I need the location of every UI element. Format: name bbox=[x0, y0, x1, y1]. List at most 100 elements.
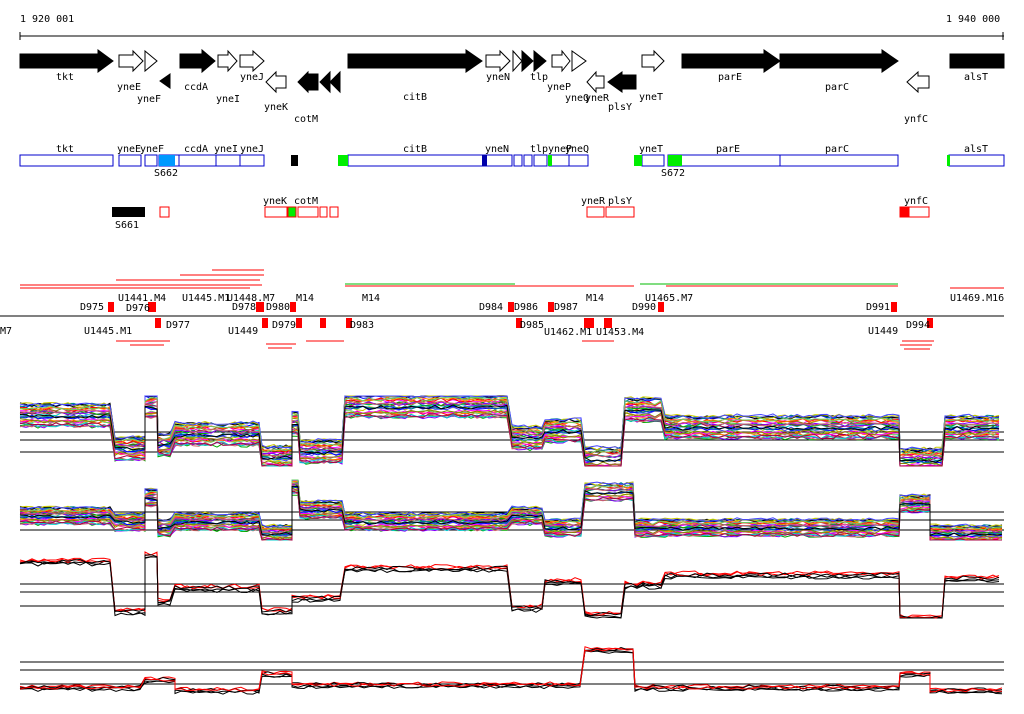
svg-text:U1445.M1: U1445.M1 bbox=[84, 326, 132, 337]
rev-box-yneK[interactable] bbox=[264, 206, 288, 218]
svg-text:yneJ: yneJ bbox=[240, 144, 264, 155]
gene-arrow-tkt[interactable] bbox=[19, 49, 114, 73]
expression-profile-line bbox=[19, 490, 1002, 541]
box-tlp-b[interactable] bbox=[523, 154, 533, 167]
svg-text:U1469.M16: U1469.M16 bbox=[950, 293, 1004, 304]
svg-text:U1445.M1: U1445.M1 bbox=[182, 293, 230, 304]
gene-arrow-citB[interactable] bbox=[347, 49, 483, 73]
svg-text:citB: citB bbox=[403, 144, 427, 155]
svg-text:parE: parE bbox=[716, 144, 740, 155]
gene-arrow-parE[interactable] bbox=[681, 49, 781, 73]
label-yneJ: yneJ bbox=[240, 72, 264, 83]
gene-arrow-parC[interactable] bbox=[779, 49, 899, 73]
svg-text:D986: D986 bbox=[514, 302, 538, 313]
expression-profile-line bbox=[19, 400, 1000, 460]
rev-box-yneR[interactable] bbox=[586, 206, 605, 218]
label-ccdA: ccdA bbox=[184, 82, 208, 93]
box-tlp-c[interactable] bbox=[533, 154, 548, 167]
annotation-box-labels: tkt yneE yneF ccdA yneI yneJ citB yneN t… bbox=[56, 144, 988, 179]
box-yneF-a[interactable] bbox=[144, 154, 158, 167]
rev-box-cotM-b[interactable] bbox=[297, 206, 319, 218]
rev-box-yneF[interactable] bbox=[159, 206, 170, 218]
box-yneI[interactable] bbox=[215, 154, 241, 167]
box-alsT[interactable] bbox=[948, 154, 1005, 167]
gene-arrow-yneE[interactable] bbox=[118, 49, 144, 73]
box-yneE[interactable] bbox=[118, 154, 142, 167]
rev-box-cotM-c[interactable] bbox=[319, 206, 328, 218]
gene-arrow-yneE2[interactable] bbox=[144, 49, 158, 73]
svg-text:D991: D991 bbox=[866, 302, 890, 313]
gene-arrow-cotM1[interactable] bbox=[297, 70, 319, 94]
box-citB[interactable] bbox=[347, 154, 513, 167]
gene-arrow-yneP[interactable] bbox=[551, 49, 571, 73]
box-yneT[interactable] bbox=[641, 154, 665, 167]
svg-text:ynfC: ynfC bbox=[904, 196, 928, 207]
gene-arrow-plsY[interactable] bbox=[607, 71, 637, 93]
svg-text:M14: M14 bbox=[362, 293, 380, 304]
label-yneE: yneE bbox=[117, 82, 141, 93]
rev-box-ynfC-b[interactable] bbox=[908, 206, 930, 218]
rev-box-cotM-a[interactable] bbox=[287, 206, 297, 218]
svg-text:D990: D990 bbox=[632, 302, 656, 313]
rev-box-s661[interactable] bbox=[112, 207, 145, 217]
probe-track: M7 D975 D976 U1441.M4 D977 U1445.M1 U144… bbox=[0, 269, 1004, 350]
gene-arrow-tlp3[interactable] bbox=[533, 49, 547, 73]
coord-end: 1 940 000 bbox=[946, 14, 1000, 25]
gene-arrow-alsT[interactable] bbox=[949, 53, 1005, 69]
box-tkt[interactable] bbox=[19, 154, 114, 167]
expression-profile-line bbox=[19, 479, 1003, 531]
expression-profile-line bbox=[19, 647, 1003, 693]
gene-arrow-track bbox=[19, 48, 1005, 94]
gene-arrow-ccdA[interactable] bbox=[179, 48, 216, 74]
gene-arrow-tlp1[interactable] bbox=[512, 49, 523, 73]
gene-arrow-tlp2[interactable] bbox=[521, 49, 534, 73]
svg-text:yneE: yneE bbox=[117, 144, 141, 155]
box-parC[interactable] bbox=[779, 154, 899, 167]
expression-profile-line bbox=[19, 395, 1000, 452]
label-yneI: yneI bbox=[216, 94, 240, 105]
gene-arrow-yneF[interactable] bbox=[159, 73, 171, 89]
gene-arrow-yneK[interactable] bbox=[265, 70, 287, 94]
gene-arrow-yneI[interactable] bbox=[217, 49, 238, 73]
expression-profile-line bbox=[19, 405, 1000, 465]
gene-arrow-yneJ[interactable] bbox=[239, 49, 265, 73]
rev-box-cotM-d[interactable] bbox=[329, 206, 339, 218]
rev-box-ynfC-a[interactable] bbox=[899, 206, 910, 218]
box-ccdA[interactable] bbox=[178, 154, 217, 167]
label-ynfC: ynfC bbox=[904, 114, 928, 125]
probe-markers bbox=[108, 302, 933, 328]
svg-text:yneP: yneP bbox=[548, 144, 572, 155]
expression-profile-line bbox=[19, 401, 1000, 461]
svg-text:yneN: yneN bbox=[485, 144, 509, 155]
expression-profile-line bbox=[19, 413, 1000, 467]
gene-arrow-yneQ[interactable] bbox=[571, 50, 587, 72]
expression-profile-line bbox=[19, 396, 1000, 456]
svg-text:yneR: yneR bbox=[581, 196, 606, 207]
box-yneJ[interactable] bbox=[239, 154, 265, 167]
reverse-annotation-track bbox=[112, 206, 930, 218]
box-tlp-a[interactable] bbox=[513, 154, 523, 167]
gene-arrow-yneT[interactable] bbox=[641, 49, 665, 73]
svg-text:D983: D983 bbox=[350, 320, 374, 331]
label-parE: parE bbox=[718, 72, 742, 83]
svg-text:plsY: plsY bbox=[608, 196, 632, 207]
label-yneN: yneN bbox=[486, 72, 510, 83]
coordinate-ruler: 1 920 001 1 940 000 bbox=[19, 14, 1004, 40]
gene-arrow-yneN[interactable] bbox=[485, 49, 511, 73]
svg-text:tlp: tlp bbox=[530, 144, 548, 155]
gene-arrow-cotM3[interactable] bbox=[329, 70, 341, 94]
transcript-lines-bottom bbox=[116, 340, 934, 350]
gene-arrow-cotM2[interactable] bbox=[319, 70, 331, 94]
coord-start: 1 920 001 bbox=[20, 14, 74, 25]
rev-box-plsY[interactable] bbox=[605, 206, 635, 218]
gene-arrow-yneR[interactable] bbox=[586, 70, 605, 94]
svg-text:D994: D994 bbox=[906, 320, 930, 331]
svg-text:D987: D987 bbox=[554, 302, 578, 313]
transcript-lines-top bbox=[20, 269, 1004, 289]
label-yneF: yneF bbox=[137, 94, 161, 105]
label-tlp: tlp bbox=[530, 72, 548, 83]
box-parE[interactable] bbox=[667, 154, 781, 167]
box-yneQ[interactable] bbox=[568, 154, 589, 167]
gene-arrow-ynfC[interactable] bbox=[906, 70, 930, 94]
svg-text:cotM: cotM bbox=[294, 196, 318, 207]
